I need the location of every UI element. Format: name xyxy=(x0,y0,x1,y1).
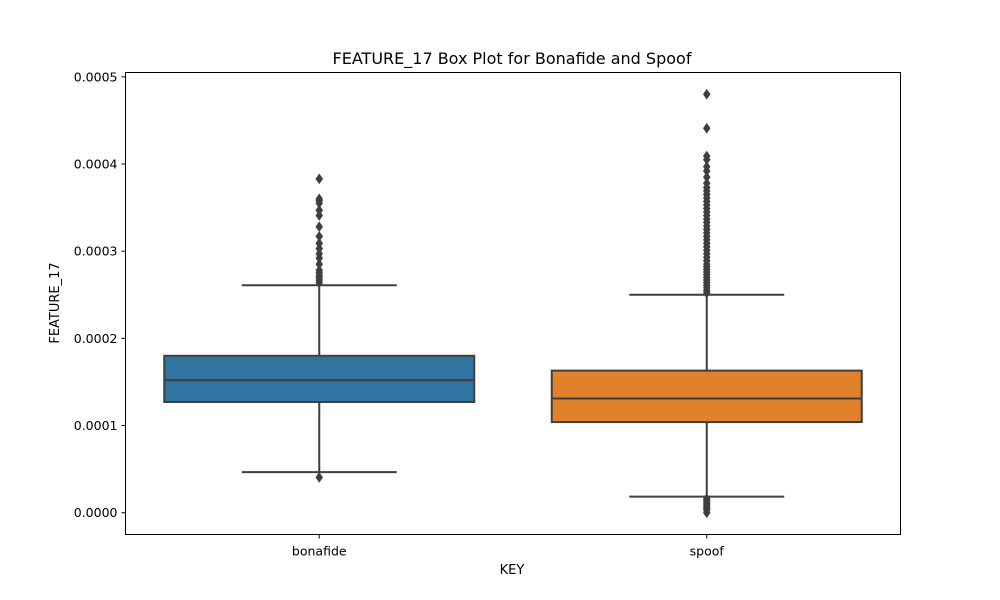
y-tick-label: 0.0005 xyxy=(74,69,118,84)
outlier-point xyxy=(315,231,324,242)
outlier-point xyxy=(702,161,711,173)
outlier-point xyxy=(315,204,324,216)
outlier-point xyxy=(702,177,711,189)
x-axis-label: KEY xyxy=(500,563,525,578)
outlier-point xyxy=(702,88,711,100)
outlier-point xyxy=(702,122,711,134)
outlier-point xyxy=(315,265,324,276)
outlier-point xyxy=(315,258,324,270)
x-tick-label: spoof xyxy=(690,544,725,559)
outlier-point xyxy=(315,237,324,249)
box-group-spoof xyxy=(550,88,863,519)
y-tick-label: 0.0000 xyxy=(74,505,118,520)
outlier-point xyxy=(702,150,711,162)
y-axis-label: FEATURE_17 xyxy=(48,262,63,343)
outlier-point xyxy=(315,173,324,185)
plot-frame xyxy=(125,72,901,535)
plot-area: 0.0000 0.0001 0.0002 0.0003 0.0004 0.0005 bona… xyxy=(74,69,863,559)
outlier-point xyxy=(315,472,324,483)
iqr-box xyxy=(163,354,476,404)
y-tick-label: 0.0004 xyxy=(74,157,118,172)
chart-title: FEATURE_17 Box Plot for Bonafide and Spo… xyxy=(333,49,692,69)
y-tick-label: 0.0002 xyxy=(74,331,118,346)
x-tick-label: bonafide xyxy=(292,544,347,559)
box-group-bonafide xyxy=(163,173,476,483)
y-tick-label: 0.0001 xyxy=(74,418,118,433)
outlier-point xyxy=(315,221,324,233)
outlier-point xyxy=(702,171,711,183)
outlier-point xyxy=(315,193,324,205)
outlier-point xyxy=(702,493,711,505)
iqr-box xyxy=(550,369,863,424)
y-tick-label: 0.0003 xyxy=(74,244,118,259)
